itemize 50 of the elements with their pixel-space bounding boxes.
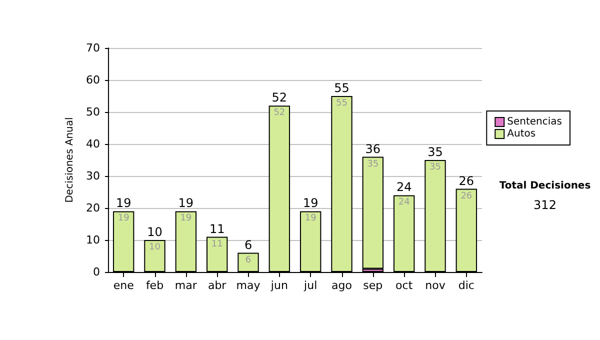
- data-label: 19: [304, 214, 317, 224]
- data-label: 10: [149, 242, 161, 252]
- data-label: 26: [460, 191, 472, 202]
- x-tick-label: jun: [270, 279, 288, 292]
- y-tick-label: 50: [86, 106, 100, 118]
- legend-label: Sentencias: [507, 116, 562, 128]
- data-label: 24: [398, 198, 410, 208]
- text: Total Decisiones: [499, 180, 591, 192]
- y-tick-label: 60: [86, 74, 100, 86]
- x-tick-label: dic: [458, 279, 474, 292]
- data-label: 11: [211, 239, 223, 250]
- total-label: 19: [178, 196, 194, 210]
- data-label: 19: [118, 214, 130, 224]
- total-label: 10: [147, 225, 162, 239]
- data-label: 52: [274, 108, 286, 118]
- y-tick-label: 40: [86, 138, 100, 150]
- x-tick-label: jul: [303, 279, 318, 292]
- data-label: 35: [367, 159, 379, 170]
- total-label: 52: [272, 90, 288, 105]
- data-label: 55: [336, 98, 348, 108]
- total-label: 55: [334, 81, 350, 95]
- total-label: 6: [244, 238, 252, 252]
- x-tick-label: ago: [332, 279, 352, 292]
- x-tick-label: oct: [396, 279, 414, 292]
- text: 312: [534, 198, 556, 212]
- x-tick-label: nov: [425, 279, 446, 292]
- y-axis-title: Decisiones Anual: [64, 117, 76, 203]
- x-tick-label: abr: [208, 279, 227, 292]
- total-label: 19: [302, 196, 318, 210]
- data-label: 35: [430, 162, 441, 172]
- y-tick-label: 0: [93, 266, 100, 278]
- y-tick-label: 70: [86, 42, 100, 54]
- legend-label: Autos: [507, 128, 536, 140]
- x-tick-label: mar: [174, 279, 198, 292]
- total-label: 35: [428, 145, 443, 159]
- total-label: 36: [365, 142, 381, 156]
- y-tick-label: 30: [86, 170, 100, 182]
- x-tick-label: sep: [363, 279, 383, 292]
- total-label: 11: [209, 222, 225, 236]
- data-label: 19: [180, 214, 192, 224]
- x-tick-label: may: [236, 279, 261, 292]
- x-tick-label: ene: [113, 279, 134, 292]
- x-tick-label: feb: [146, 279, 164, 292]
- y-tick-label: 10: [86, 234, 100, 246]
- total-label: 24: [396, 180, 412, 194]
- data-label: 6: [245, 255, 252, 266]
- total-label: 19: [116, 196, 132, 210]
- bar: [362, 156, 384, 269]
- y-tick-label: 20: [86, 202, 100, 214]
- total-label: 26: [458, 174, 474, 188]
